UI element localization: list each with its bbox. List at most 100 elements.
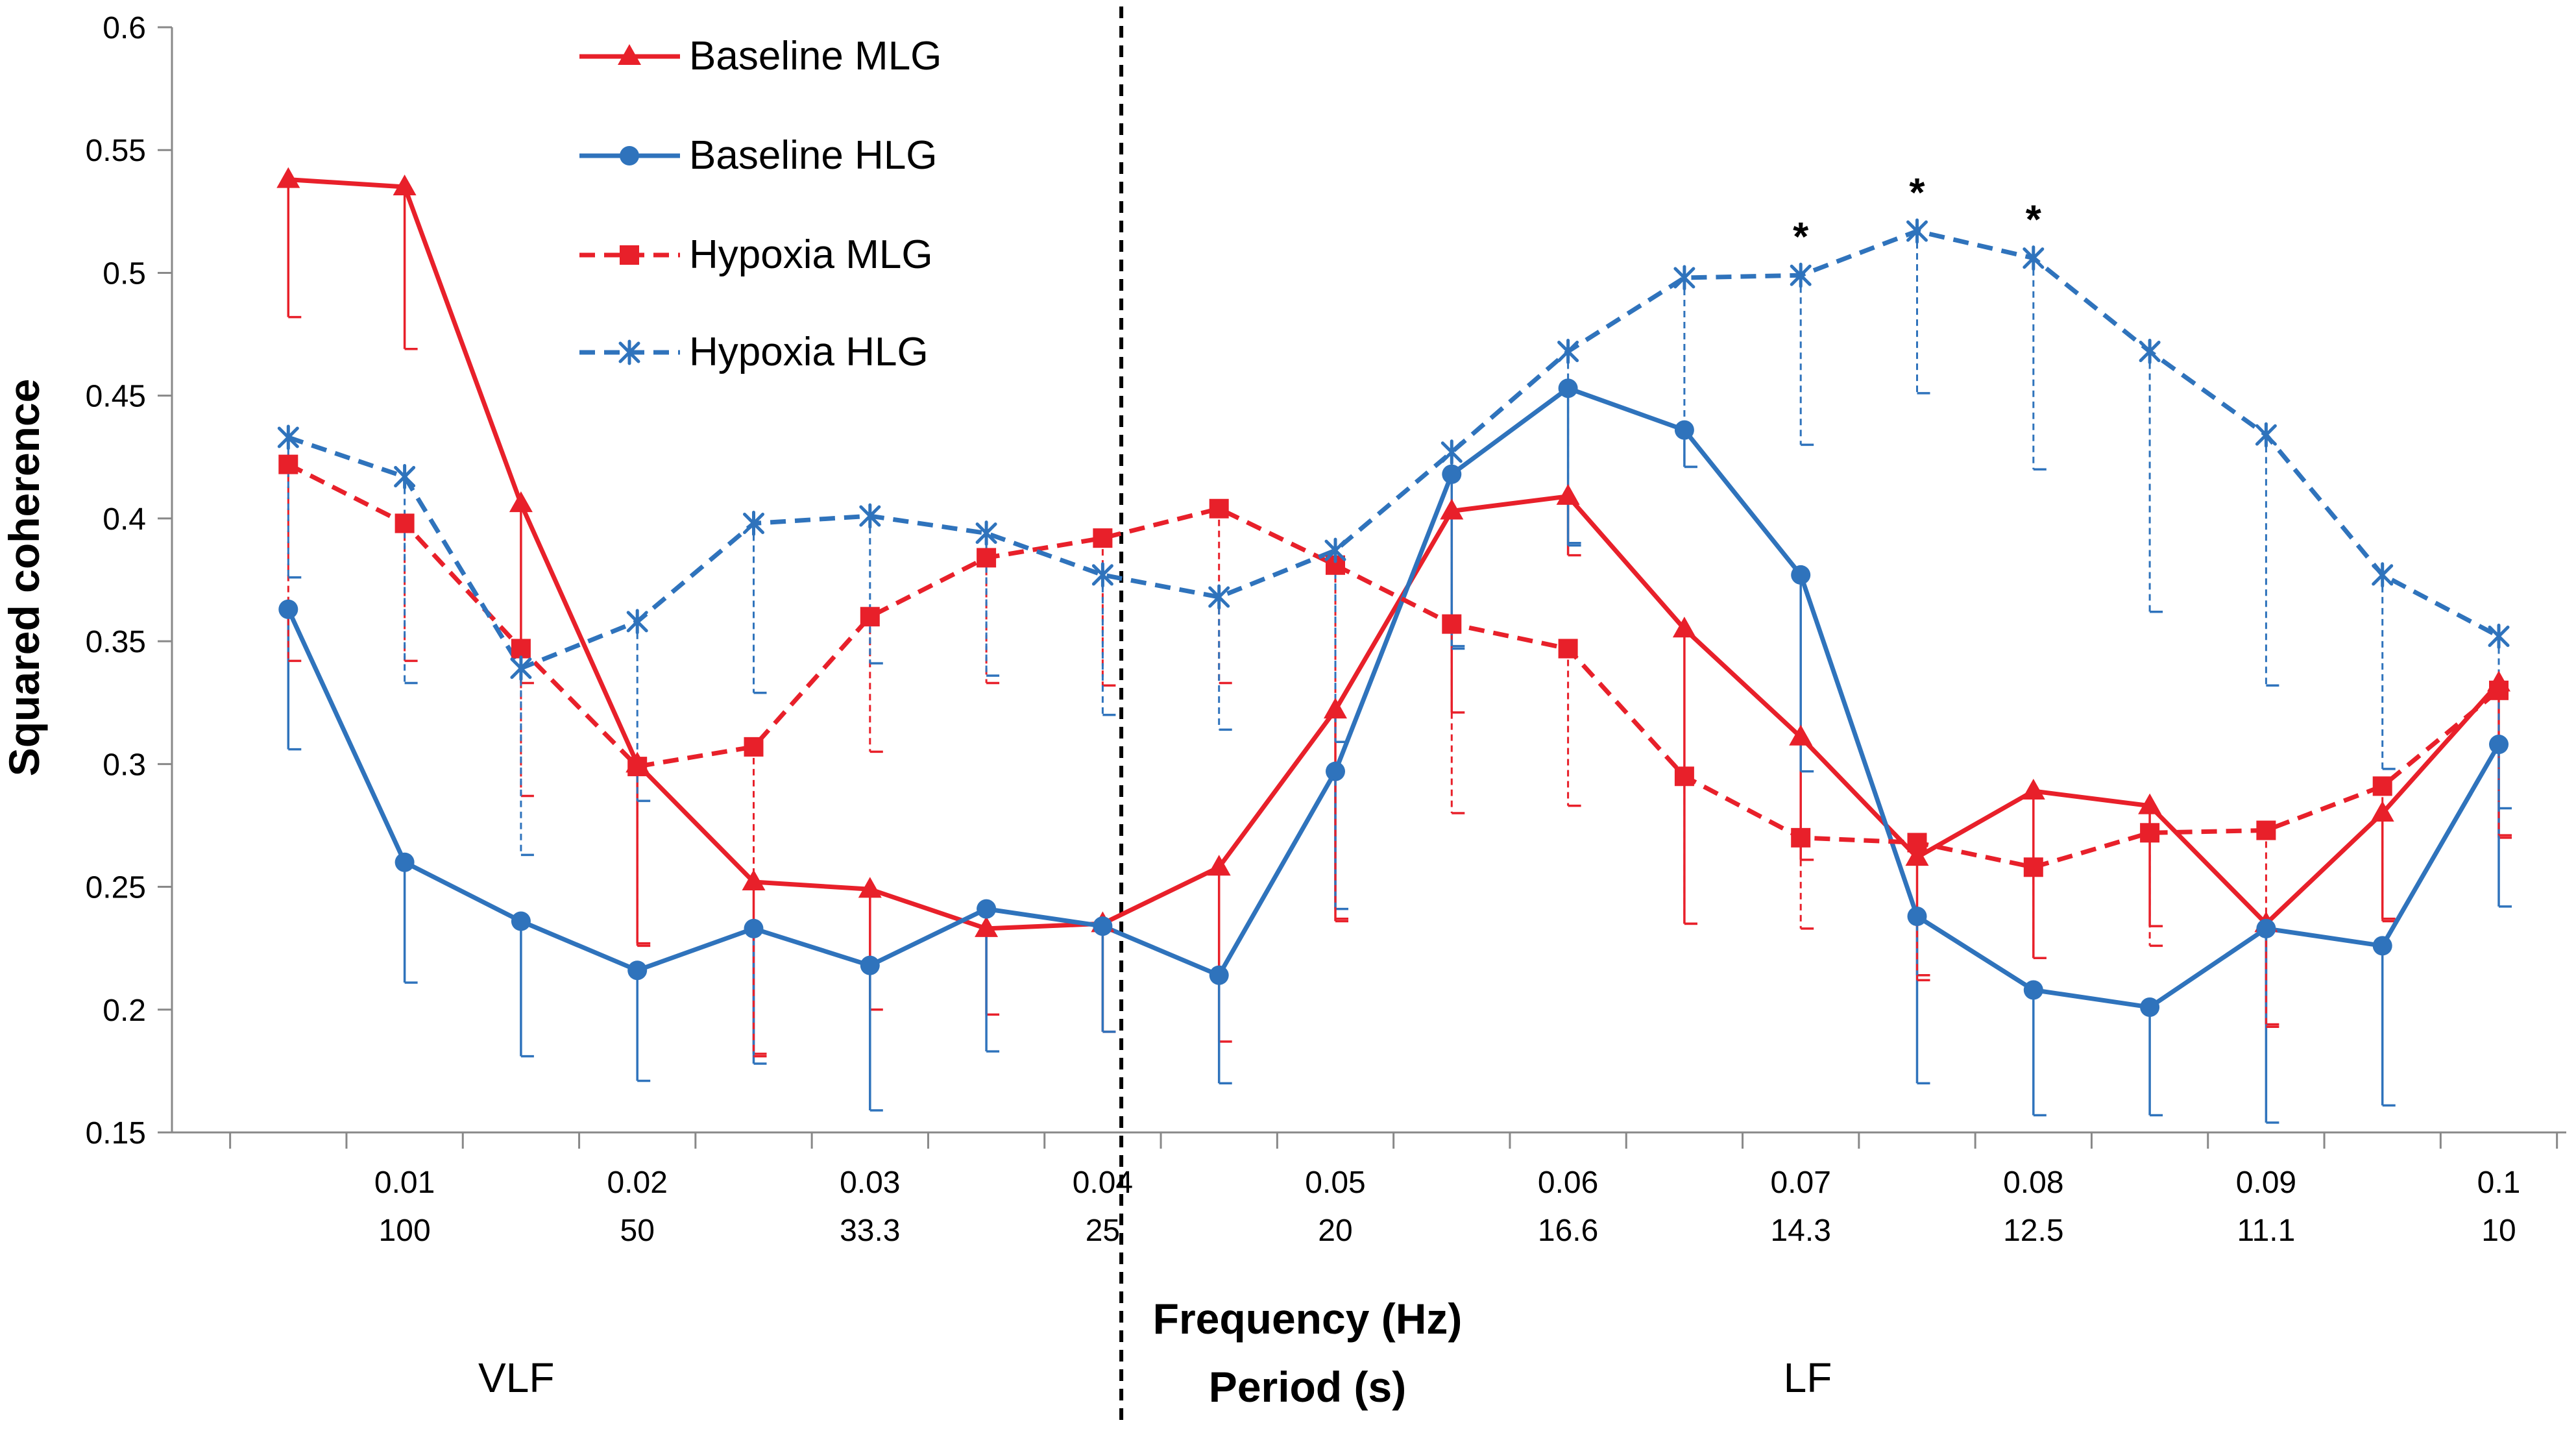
data-point-hypoxia-mlg — [1209, 498, 1229, 519]
data-point-hypoxia-mlg — [627, 757, 648, 777]
data-point-baseline-hlg — [1558, 378, 1578, 398]
error-bar-hypoxia-mlg — [2032, 867, 2047, 960]
x-tick-label-frequency: 0.05 — [1305, 1166, 1365, 1200]
x-tick-label-frequency: 0.04 — [1073, 1166, 1133, 1200]
error-bar-hypoxia-hlg — [2381, 574, 2396, 770]
axes — [158, 26, 2566, 1149]
error-bar-hypoxia-hlg — [1916, 231, 1930, 395]
significance-asterisk: * — [1793, 215, 1809, 260]
data-point-baseline-mlg — [2370, 801, 2394, 822]
y-tick-label: 0.45 — [86, 380, 146, 414]
y-tick-label: 0.5 — [103, 256, 146, 291]
error-bar-baseline-hlg — [403, 862, 418, 984]
y-tick-label: 0.4 — [103, 502, 146, 537]
data-point-hypoxia-hlg — [2255, 422, 2277, 448]
data-point-baseline-hlg — [744, 918, 764, 938]
error-bar-hypoxia-mlg — [287, 464, 302, 663]
error-bar-hypoxia-hlg — [2032, 258, 2047, 470]
data-point-hypoxia-mlg — [2140, 823, 2160, 843]
data-point-baseline-mlg — [1440, 498, 1464, 520]
error-bar-hypoxia-hlg — [520, 668, 534, 857]
data-point-hypoxia-mlg — [860, 607, 880, 627]
error-bar-baseline-mlg — [287, 179, 302, 319]
error-bar-baseline-hlg — [520, 921, 534, 1058]
data-point-baseline-mlg — [858, 877, 882, 898]
y-tick-label: 0.6 — [103, 11, 146, 45]
y-tick-label: 0.15 — [86, 1116, 146, 1151]
series-lines — [286, 177, 2501, 1010]
error-bars — [287, 179, 2512, 1124]
data-point-hypoxia-hlg — [1673, 265, 1695, 291]
error-bar-hypoxia-mlg — [1683, 776, 1697, 925]
x-tick-label-period: 10 — [2481, 1214, 2516, 1248]
data-point-baseline-hlg — [1791, 565, 1811, 585]
x-tick-label-period: 100 — [379, 1214, 431, 1248]
data-point-baseline-mlg — [509, 491, 533, 513]
error-bar-baseline-hlg — [869, 965, 883, 1112]
data-point-baseline-mlg — [1556, 483, 1580, 505]
y-tick-label: 0.35 — [86, 625, 146, 659]
data-point-baseline-hlg — [1093, 916, 1113, 936]
data-point-baseline-hlg — [395, 852, 415, 872]
data-point-hypoxia-hlg — [1324, 537, 1346, 563]
x-tick-label-period: 33.3 — [840, 1214, 900, 1248]
error-bar-hypoxia-mlg — [985, 557, 1000, 685]
data-point-baseline-hlg — [278, 599, 298, 619]
error-bar-baseline-hlg — [2265, 928, 2279, 1124]
data-point-baseline-hlg — [1907, 906, 1927, 926]
band-label-vlf: VLF — [478, 1354, 554, 1401]
x-tick-label-frequency: 0.01 — [374, 1166, 435, 1200]
data-point-baseline-hlg — [2256, 918, 2276, 938]
data-point-hypoxia-mlg — [2256, 820, 2276, 840]
error-bar-baseline-hlg — [2148, 1007, 2163, 1117]
data-point-baseline-mlg — [1905, 845, 1929, 866]
band-label-lf: LF — [1784, 1354, 1832, 1401]
data-point-hypoxia-hlg — [2023, 245, 2045, 271]
error-bar-hypoxia-hlg — [2265, 435, 2279, 687]
error-bar-baseline-hlg — [636, 970, 651, 1082]
data-point-baseline-hlg — [511, 911, 531, 931]
data-point-hypoxia-hlg — [2488, 624, 2510, 650]
x-tick-label-period: 20 — [1318, 1214, 1352, 1248]
legend: Baseline MLG Baseline HLG Hypoxia MLG Hy… — [579, 34, 942, 374]
legend-marker-circle-icon — [620, 146, 639, 165]
data-point-hypoxia-hlg — [394, 464, 416, 490]
y-tick-label: 0.55 — [86, 134, 146, 168]
x-tick-label-period: 50 — [620, 1214, 655, 1248]
data-point-hypoxia-hlg — [1790, 262, 1812, 288]
data-point-hypoxia-hlg — [626, 609, 648, 635]
legend-label: Baseline MLG — [689, 34, 942, 79]
legend-marker-asterisk-icon — [618, 339, 640, 365]
data-point-hypoxia-mlg — [1093, 528, 1113, 548]
data-point-baseline-mlg — [975, 916, 999, 937]
data-point-hypoxia-mlg — [977, 548, 997, 568]
series-line-hypoxia-hlg — [287, 228, 2500, 671]
series-line-baseline-mlg — [288, 177, 2501, 931]
y-tick-label: 0.3 — [103, 748, 146, 782]
x-tick-label-frequency: 0.08 — [2003, 1166, 2063, 1200]
legend-item-hypoxia-mlg: Hypoxia MLG — [579, 232, 933, 277]
data-point-hypoxia-mlg — [395, 513, 415, 533]
error-bar-hypoxia-hlg — [404, 476, 418, 685]
data-point-hypoxia-hlg — [510, 655, 532, 681]
x-tick-label-period: 14.3 — [1770, 1214, 1830, 1248]
error-bar-hypoxia-hlg — [1218, 596, 1232, 731]
data-point-baseline-mlg — [1324, 698, 1348, 719]
data-point-baseline-mlg — [276, 167, 300, 188]
data-point-baseline-hlg — [860, 955, 880, 975]
error-bar-hypoxia-mlg — [1799, 837, 1814, 930]
x-tick-label-period: 11.1 — [2237, 1214, 2295, 1248]
data-point-hypoxia-hlg — [743, 510, 764, 536]
data-point-baseline-hlg — [2489, 735, 2509, 755]
legend-label: Hypoxia HLG — [689, 330, 929, 374]
data-point-baseline-mlg — [2021, 778, 2045, 800]
data-point-hypoxia-mlg — [2023, 857, 2043, 877]
data-point-hypoxia-hlg — [1091, 562, 1113, 588]
significance-asterisk: * — [1909, 171, 1925, 215]
legend-item-baseline-mlg: Baseline MLG — [579, 34, 942, 79]
data-point-baseline-hlg — [1326, 761, 1346, 781]
error-bar-hypoxia-hlg — [869, 516, 883, 665]
x-tick-label-frequency: 0.09 — [2236, 1166, 2296, 1200]
legend-item-baseline-hlg: Baseline HLG — [579, 133, 938, 178]
